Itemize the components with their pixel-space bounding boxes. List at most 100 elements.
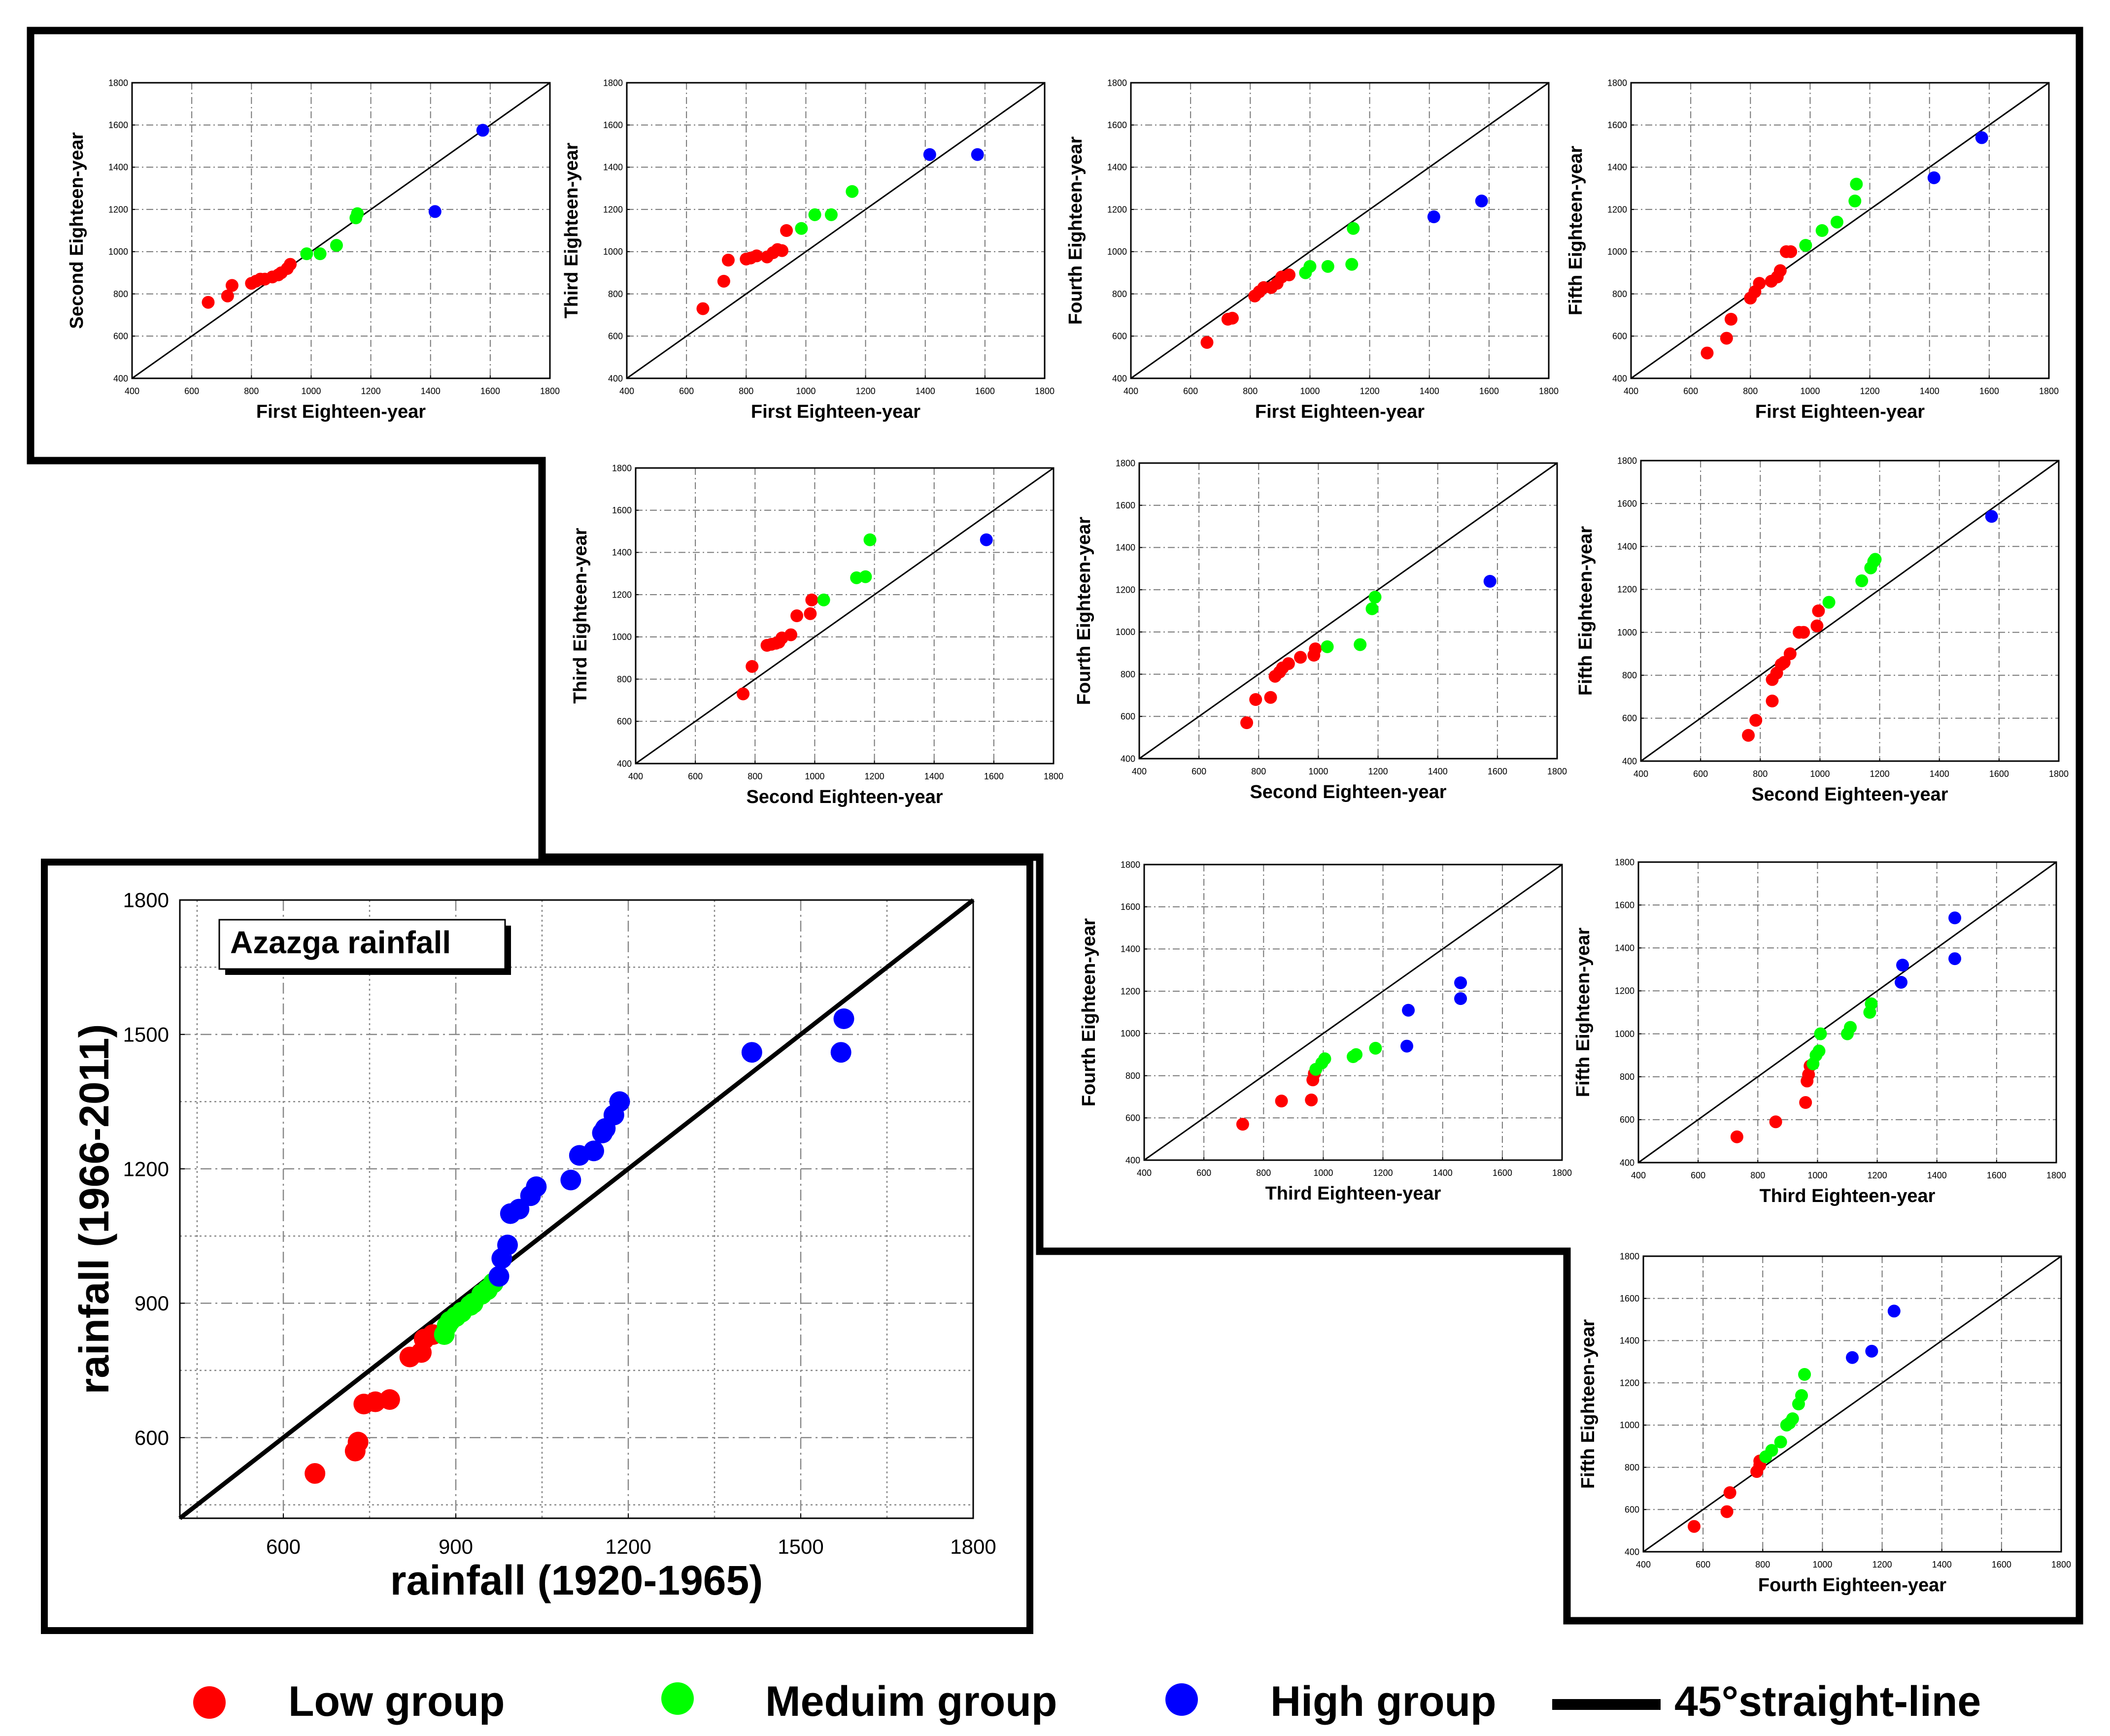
y-tick-label: 400 xyxy=(1125,1155,1140,1165)
x-tick-label: 1400 xyxy=(1927,1170,1947,1180)
data-point-high xyxy=(1846,1351,1859,1364)
series-medium xyxy=(817,533,877,606)
x-tick-label: 1400 xyxy=(1420,386,1439,396)
y-tick-label: 1400 xyxy=(1620,1336,1639,1346)
chart-p34: 400 600 800 1000 1200 1400 1600 1800 400 600 800 10… xyxy=(1079,860,1572,1204)
plot-frame xyxy=(1637,861,2057,1164)
x-tick-label: 1000 xyxy=(1807,1170,1827,1180)
data-point-low xyxy=(805,593,818,606)
chart-p25: 400 600 800 1000 1200 1400 1600 1800 400 600 800 10… xyxy=(1575,456,2069,805)
x-tick-label: 400 xyxy=(125,386,139,396)
x-tick-label: 1500 xyxy=(778,1535,823,1558)
data-point-medium xyxy=(1814,1027,1827,1040)
data-point-high xyxy=(509,1199,530,1220)
x-tick-label: 400 xyxy=(1634,769,1648,779)
x-tick-label: 1800 xyxy=(950,1535,996,1558)
y-tick-label: 600 xyxy=(1622,713,1637,723)
axis-ticks: 400 600 800 1000 1200 1400 1600 1800 400 600 800 10… xyxy=(1107,78,1559,396)
plot-frame xyxy=(1630,82,2050,379)
x-tick-label: 1400 xyxy=(1920,386,1940,396)
y-tick-label: 1600 xyxy=(108,120,128,130)
series-high xyxy=(488,1008,854,1287)
x-tick-label: 1200 xyxy=(1870,769,1890,779)
x-tick-label: 1800 xyxy=(540,386,560,396)
y-tick-label: 400 xyxy=(1112,373,1127,383)
y-tick-label: 1600 xyxy=(612,505,632,515)
data-point-high xyxy=(560,1169,581,1191)
y-tick-label: 600 xyxy=(113,332,128,341)
y-tick-label: 400 xyxy=(1620,1158,1634,1168)
x-tick-label: 1400 xyxy=(1932,1560,1952,1569)
data-point-medium xyxy=(351,207,364,220)
x-tick-label: 800 xyxy=(739,386,753,396)
x-axis-title: First Eighteen-year xyxy=(256,401,426,422)
y-axis-title: Second Eighteen-year xyxy=(67,132,87,329)
series-high xyxy=(980,533,993,546)
x-tick-label: 1200 xyxy=(1872,1560,1892,1569)
x-tick-label: 1600 xyxy=(984,771,1004,781)
plot-frame xyxy=(1143,864,1563,1161)
chart-p12: 400 600 800 1000 1200 1400 1600 1800 400 600 800 10… xyxy=(67,78,560,422)
x-axis-title: Second Eighteen-year xyxy=(1751,784,1948,805)
x-tick-label: 600 xyxy=(1691,1170,1705,1180)
data-point-low xyxy=(305,1463,326,1484)
grid xyxy=(1131,83,1549,378)
data-point-medium xyxy=(1765,1444,1778,1457)
y-tick-label: 400 xyxy=(1622,756,1637,766)
grid xyxy=(1641,461,2059,761)
data-point-medium xyxy=(1795,1389,1808,1402)
data-point-low xyxy=(1701,346,1714,360)
data-point-medium xyxy=(1812,1044,1826,1058)
chart-p13: 400 600 800 1000 1200 1400 1600 1800 400 600 800 10… xyxy=(561,78,1055,422)
x-tick-label: 800 xyxy=(1743,386,1758,396)
y-tick-label: 1400 xyxy=(1121,944,1140,954)
data-point-low xyxy=(1730,1130,1743,1143)
y-tick-label: 1800 xyxy=(1121,860,1140,869)
x-tick-label: 1000 xyxy=(796,386,816,396)
data-point-low xyxy=(347,1432,369,1453)
data-point-high xyxy=(1927,171,1940,184)
data-point-medium xyxy=(863,533,877,546)
x-tick-label: 1000 xyxy=(1810,769,1830,779)
y-tick-label: 1800 xyxy=(123,889,169,912)
series-high xyxy=(1846,1304,1901,1364)
series-low xyxy=(1200,268,1296,349)
reference-line-45 xyxy=(1643,1255,2062,1553)
data-point-low xyxy=(1687,1520,1701,1533)
y-tick-label: 600 xyxy=(1125,1113,1140,1123)
data-point-low xyxy=(1200,336,1214,349)
x-tick-label: 1200 xyxy=(1360,386,1380,396)
y-tick-label: 1400 xyxy=(1116,543,1135,553)
legend-low-marker xyxy=(193,1686,226,1719)
x-tick-label: 400 xyxy=(619,386,634,396)
y-tick-label: 1600 xyxy=(1617,499,1637,508)
data-point-low xyxy=(1766,695,1779,707)
data-point-high xyxy=(583,1140,604,1162)
data-point-high xyxy=(526,1176,547,1198)
data-point-high xyxy=(1400,1039,1414,1053)
series-medium xyxy=(1309,1041,1382,1076)
data-point-low xyxy=(1723,1486,1736,1499)
data-point-low xyxy=(1799,1096,1812,1109)
y-tick-label: 1800 xyxy=(612,463,632,473)
y-tick-label: 1800 xyxy=(1116,458,1135,468)
y-tick-label: 1000 xyxy=(612,632,632,642)
data-point-high xyxy=(833,1008,854,1029)
y-tick-label: 1000 xyxy=(1607,247,1627,257)
y-tick-label: 1200 xyxy=(1620,1378,1639,1388)
data-point-high xyxy=(428,205,442,218)
chart-p15: 400 600 800 1000 1200 1400 1600 1800 400 600 800 10… xyxy=(1565,78,2059,422)
chart-title-box xyxy=(218,919,506,970)
data-point-medium xyxy=(1347,222,1360,235)
data-point-medium xyxy=(1369,1041,1382,1055)
y-tick-label: 600 xyxy=(1620,1115,1634,1125)
x-tick-label: 600 xyxy=(1693,769,1708,779)
y-tick-label: 400 xyxy=(1121,754,1135,764)
plot-frame xyxy=(1642,1255,2062,1553)
series-high xyxy=(1427,195,1488,224)
data-point-medium xyxy=(1345,258,1359,271)
y-tick-label: 1000 xyxy=(1107,247,1127,257)
y-tick-label: 1600 xyxy=(1121,902,1140,912)
data-point-low xyxy=(790,609,804,622)
series-high xyxy=(428,124,489,218)
